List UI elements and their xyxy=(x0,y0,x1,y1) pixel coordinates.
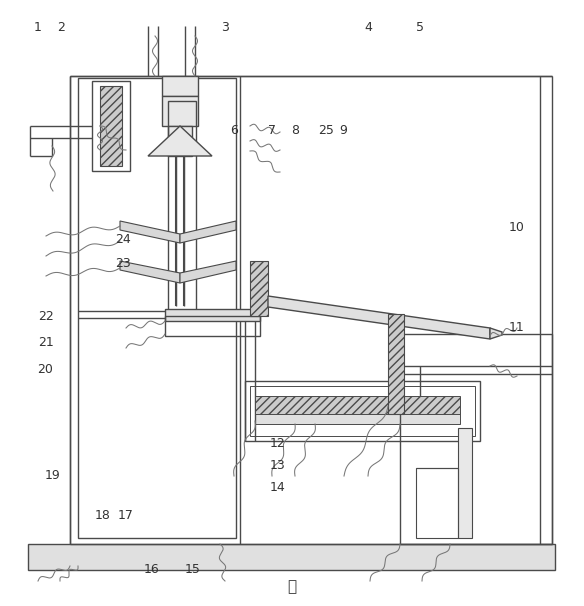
Text: 9: 9 xyxy=(339,124,347,137)
Text: 25: 25 xyxy=(318,124,334,137)
Bar xyxy=(162,96,198,126)
Bar xyxy=(400,334,552,544)
Bar xyxy=(100,86,122,166)
Bar xyxy=(162,76,198,96)
Bar xyxy=(255,396,460,414)
Bar xyxy=(172,310,192,314)
Bar xyxy=(165,316,260,336)
Bar xyxy=(250,261,268,316)
Bar xyxy=(245,381,480,441)
Text: 14: 14 xyxy=(270,481,285,494)
Bar xyxy=(168,126,192,156)
Text: 1: 1 xyxy=(34,21,42,34)
Text: 6: 6 xyxy=(230,124,238,137)
Text: 12: 12 xyxy=(270,437,285,450)
Text: 11: 11 xyxy=(509,321,524,334)
Text: 4: 4 xyxy=(364,21,372,34)
Text: 18: 18 xyxy=(94,508,110,522)
Bar xyxy=(28,544,555,570)
Text: 2: 2 xyxy=(57,21,65,34)
Text: 3: 3 xyxy=(221,21,229,34)
Text: 13: 13 xyxy=(270,459,285,472)
Bar xyxy=(416,468,458,538)
Polygon shape xyxy=(268,296,490,339)
Bar xyxy=(78,78,236,538)
Text: 23: 23 xyxy=(115,257,130,270)
Text: 20: 20 xyxy=(37,363,54,376)
Text: 10: 10 xyxy=(509,221,525,234)
Text: 5: 5 xyxy=(416,21,425,34)
Polygon shape xyxy=(180,221,236,243)
Polygon shape xyxy=(490,328,502,339)
Bar xyxy=(255,412,460,424)
Polygon shape xyxy=(180,261,236,283)
Bar xyxy=(458,428,472,538)
Text: 19: 19 xyxy=(45,469,60,482)
Text: 16: 16 xyxy=(144,563,159,576)
Text: 21: 21 xyxy=(38,336,53,349)
Text: 15: 15 xyxy=(185,563,201,576)
Bar xyxy=(92,81,130,171)
Bar xyxy=(165,309,260,321)
Bar xyxy=(250,386,475,436)
Polygon shape xyxy=(120,221,180,243)
Text: 22: 22 xyxy=(38,310,53,323)
Bar xyxy=(168,101,196,311)
Text: 17: 17 xyxy=(117,508,134,522)
Polygon shape xyxy=(148,126,212,156)
Text: 7: 7 xyxy=(267,124,276,137)
Text: 24: 24 xyxy=(115,233,130,246)
Polygon shape xyxy=(120,261,180,283)
Text: 图: 图 xyxy=(287,579,297,594)
Text: 8: 8 xyxy=(291,124,299,137)
Bar xyxy=(388,314,404,414)
